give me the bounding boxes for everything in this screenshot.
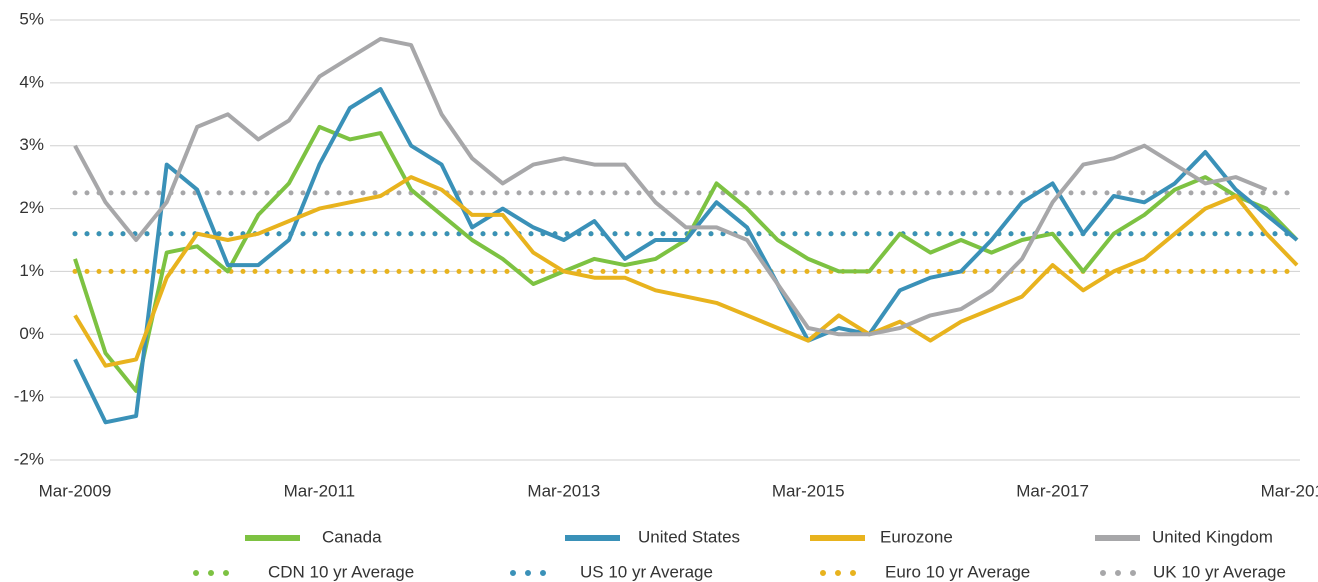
legend-label: United Kingdom: [1152, 527, 1273, 546]
legend-label: Canada: [322, 527, 382, 546]
x-tick-label: Mar-2013: [527, 481, 600, 500]
y-tick-label: 3%: [19, 135, 44, 154]
x-tick-label: Mar-2017: [1016, 481, 1089, 500]
x-tick-label: Mar-2011: [284, 481, 356, 500]
x-tick-label: Mar-2009: [39, 481, 112, 500]
y-tick-label: 5%: [19, 9, 44, 28]
series-line: [73, 87, 1299, 425]
y-tick-label: 1%: [19, 261, 44, 280]
y-tick-label: 2%: [19, 198, 44, 217]
series-line: [73, 175, 1299, 368]
series-line: [73, 36, 1268, 337]
x-tick-label: Mar-2019: [1261, 481, 1318, 500]
legend-label: CDN 10 yr Average: [268, 562, 414, 581]
legend-label: US 10 yr Average: [580, 562, 713, 581]
x-tick-label: Mar-2015: [772, 481, 845, 500]
y-tick-label: 4%: [19, 72, 44, 91]
legend-label: United States: [638, 527, 740, 546]
y-tick-label: 0%: [19, 324, 44, 343]
y-tick-label: -1%: [14, 387, 44, 406]
series-line: [73, 124, 1299, 393]
legend-label: Euro 10 yr Average: [885, 562, 1030, 581]
y-tick-label: -2%: [14, 449, 44, 468]
legend-label: Eurozone: [880, 527, 953, 546]
legend-label: UK 10 yr Average: [1153, 562, 1286, 581]
